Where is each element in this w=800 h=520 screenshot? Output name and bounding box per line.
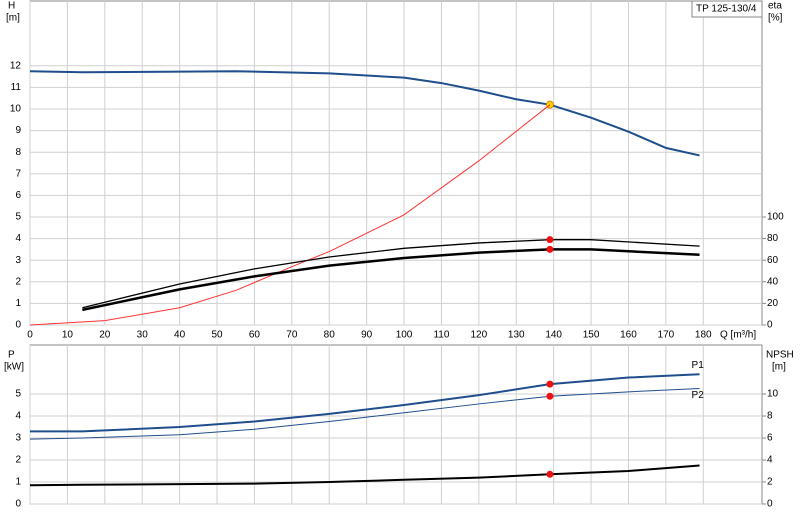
x-tick-label: 30	[137, 330, 149, 341]
y-axis-label: H	[8, 1, 15, 12]
y-tick-label: 4	[15, 233, 21, 244]
series-line	[29, 388, 700, 440]
x-tick-label: 120	[471, 330, 488, 341]
x-tick-label: 40	[174, 330, 186, 341]
y-tick-label: 3	[15, 433, 21, 444]
series-line	[29, 104, 551, 326]
x-tick-label: 170	[658, 330, 675, 341]
y2-tick-label: 0	[767, 320, 773, 331]
x-tick-label: 130	[508, 330, 525, 341]
y2-tick-label: 40	[767, 276, 779, 287]
duty-point	[546, 380, 554, 388]
y2-axis-label: eta	[768, 1, 782, 12]
title-box	[691, 0, 763, 18]
series-line	[30, 373, 700, 433]
y2-tick-label: 100	[767, 212, 784, 223]
plot-area	[29, 344, 763, 505]
y-axis-unit: [m]	[6, 13, 20, 24]
y-tick-label: 1	[15, 298, 21, 309]
series-line	[82, 248, 700, 312]
y2-tick-label: 60	[767, 255, 779, 266]
x-tick-label: 80	[324, 330, 336, 341]
y-tick-label: 5	[15, 389, 21, 400]
y-tick-label: 2	[15, 455, 21, 466]
series-line	[29, 70, 700, 157]
y-tick-label: 2	[15, 276, 21, 287]
x-tick-label: 20	[99, 330, 111, 341]
duty-point	[546, 470, 554, 478]
x-tick-label: 50	[211, 330, 223, 341]
y-tick-label: 9	[15, 125, 21, 136]
y2-axis-unit: [%]	[768, 13, 783, 24]
y2-tick-label: 80	[767, 233, 779, 244]
series-line	[82, 239, 700, 309]
series-line	[29, 464, 700, 487]
y2-axis-label: NPSH	[766, 350, 794, 361]
y-tick-label: 8	[15, 147, 21, 158]
x-tick-label: 70	[286, 330, 298, 341]
y-tick-label: 0	[15, 320, 21, 331]
duty-point	[546, 236, 554, 244]
y-tick-label: 10	[10, 104, 22, 115]
x-tick-label: 180	[695, 330, 712, 341]
x-tick-label: 90	[361, 330, 373, 341]
x-tick-label: 140	[545, 330, 562, 341]
x-tick-label: 0	[27, 330, 33, 341]
y-tick-label: 7	[15, 168, 21, 179]
y2-tick-label: 20	[767, 298, 779, 309]
y2-tick-label: 8	[767, 411, 773, 422]
x-tick-label: 60	[249, 330, 261, 341]
y-tick-label: 3	[15, 255, 21, 266]
y2-axis-unit: [m]	[772, 362, 786, 373]
y2-tick-label: 4	[767, 455, 773, 466]
y2-tick-label: 10	[767, 389, 779, 400]
y-tick-label: 1	[15, 477, 21, 488]
duty-point	[546, 245, 554, 253]
y2-tick-label: 0	[767, 499, 773, 510]
y-tick-label: 5	[15, 212, 21, 223]
x-tick-label: 160	[620, 330, 637, 341]
chart-title: TP 125-130/4	[696, 4, 757, 15]
y-tick-label: 12	[10, 60, 22, 71]
y-axis-label: P	[8, 350, 15, 361]
y2-tick-label: 2	[767, 477, 773, 488]
x-tick-label: 150	[583, 330, 600, 341]
x-axis-label: Q [m³/h]	[720, 330, 756, 341]
y-tick-label: 0	[15, 499, 21, 510]
y-tick-label: 4	[15, 411, 21, 422]
series-label: P1	[692, 360, 705, 371]
y-tick-label: 6	[15, 190, 21, 201]
y-tick-label: 11	[11, 82, 22, 93]
duty-point	[546, 392, 554, 400]
plot-area	[29, 0, 763, 326]
x-tick-label: 100	[396, 330, 413, 341]
x-tick-label: 10	[62, 330, 74, 341]
y-axis-unit: [kW]	[4, 362, 24, 373]
y2-tick-label: 6	[767, 433, 773, 444]
x-tick-label: 110	[433, 330, 449, 341]
series-label: P2	[692, 390, 705, 401]
